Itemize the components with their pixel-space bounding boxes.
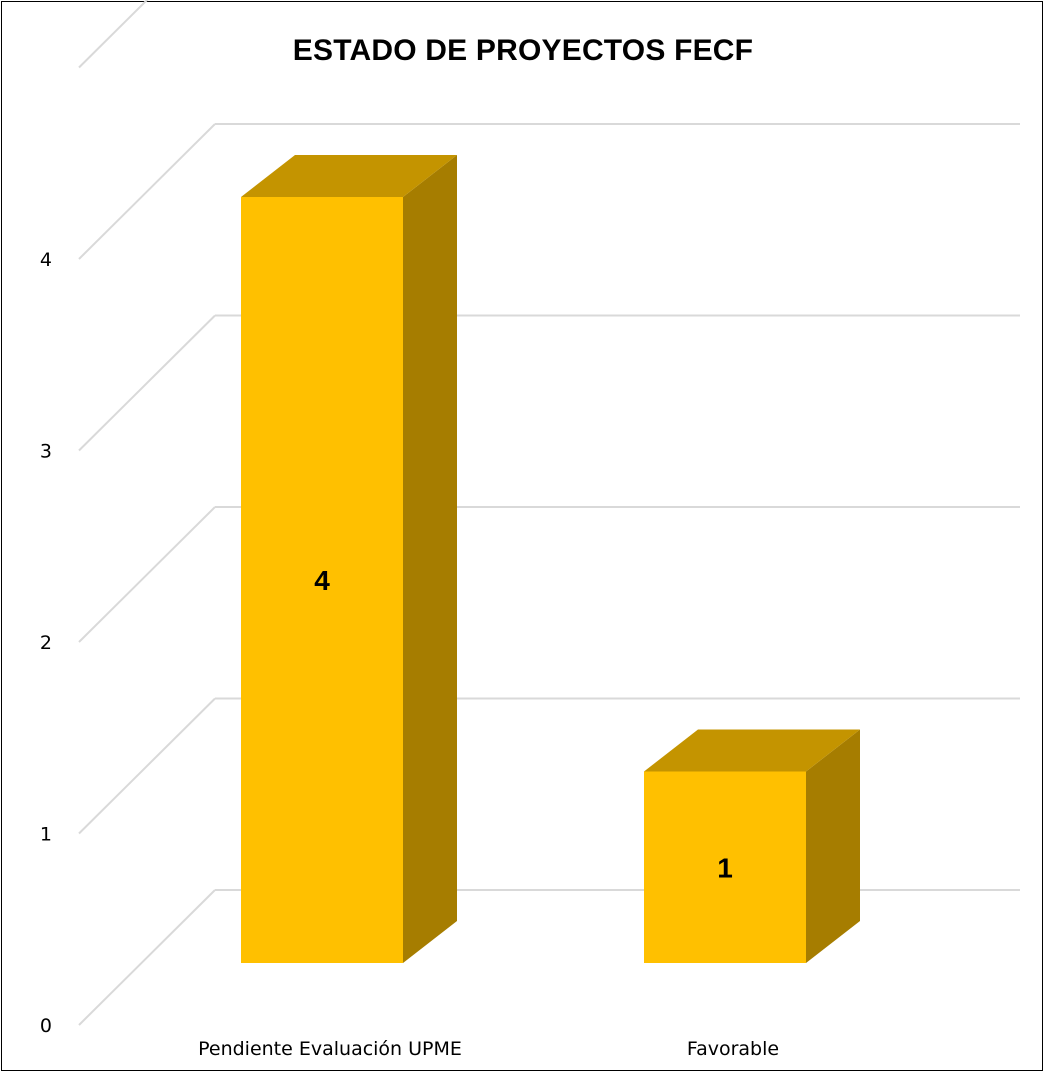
bar-front (644, 771, 806, 963)
y-tick-label: 3 (40, 441, 52, 463)
data-label: 1 (717, 852, 733, 883)
gridline-diagonal (78, 0, 149, 69)
y-axis: 0 1 2 3 4 (40, 249, 52, 1037)
labels: 4 Pendiente Evaluación UPME 1 Favorable (198, 565, 779, 1060)
bar (241, 155, 457, 963)
y-tick-label: 0 (40, 1015, 52, 1037)
gridline-diagonal (78, 506, 216, 643)
bar-top (644, 729, 860, 772)
x-category-label: Pendiente Evaluación UPME (198, 1038, 462, 1060)
gridline-diagonal (78, 123, 216, 260)
gridline-diagonal (78, 889, 216, 1026)
y-tick-label: 4 (40, 249, 52, 271)
bar-top (241, 155, 457, 197)
bar-side (806, 729, 860, 963)
x-category-label: Favorable (687, 1038, 779, 1060)
bar (644, 729, 860, 963)
chart-title: ESTADO DE PROYECTOS FECF (292, 34, 754, 67)
y-tick-label: 2 (40, 632, 52, 654)
gridlines (78, 0, 1020, 1026)
gridline-diagonal (78, 314, 216, 452)
data-label: 4 (314, 565, 330, 596)
gridline-diagonal (78, 697, 216, 835)
bar-front (241, 197, 403, 963)
bars (241, 155, 860, 963)
bar-side (403, 155, 457, 963)
y-tick-label: 1 (40, 824, 52, 846)
